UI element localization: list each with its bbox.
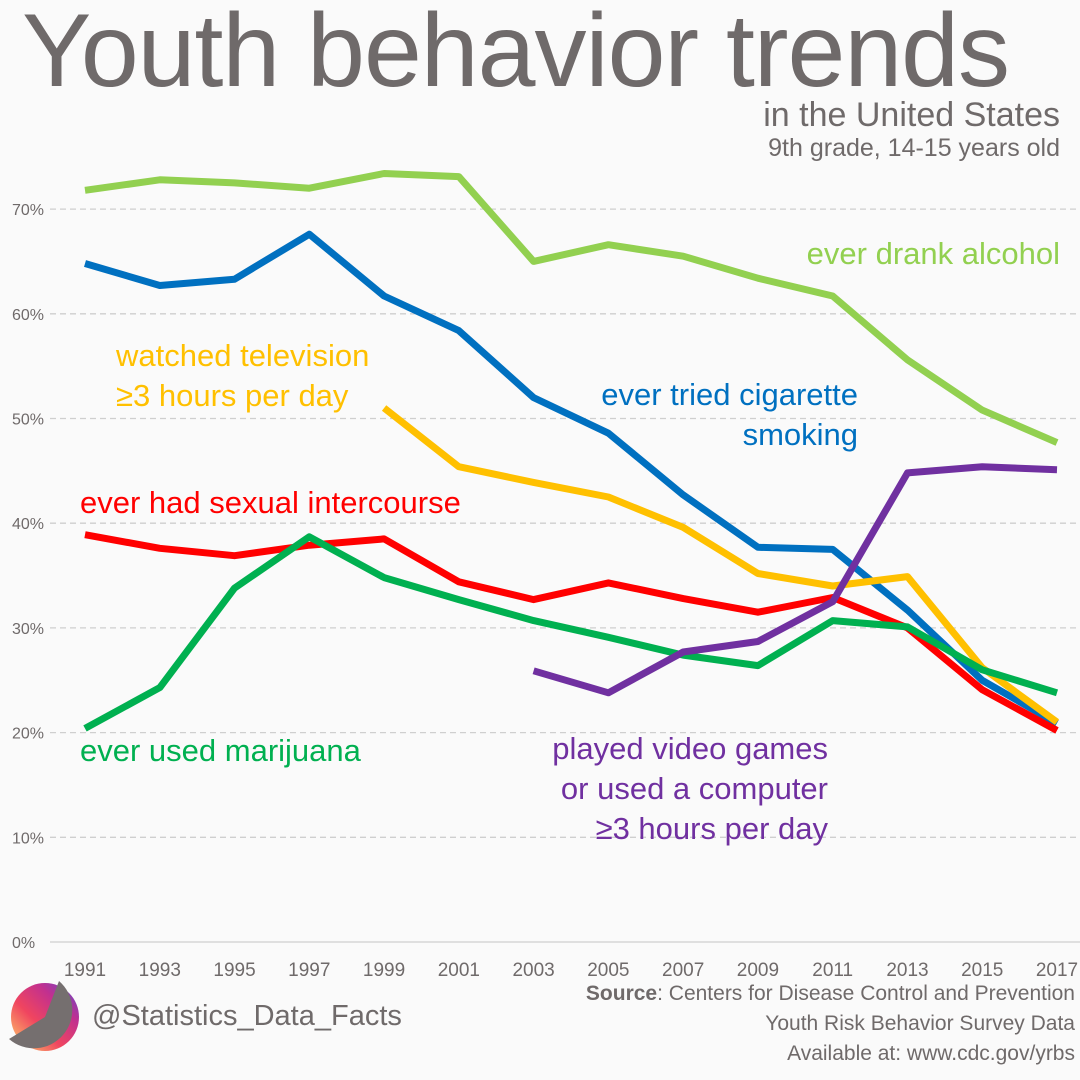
y-tick-label: 40% <box>12 516 44 533</box>
x-tick-label: 2007 <box>662 960 704 981</box>
x-tick-label: 2005 <box>587 960 629 981</box>
series-label: ever tried cigarette smoking <box>601 375 858 455</box>
y-tick-label: 30% <box>12 621 44 638</box>
x-tick-label: 1993 <box>139 960 181 981</box>
series-label-line: watched television <box>116 338 370 373</box>
series-line <box>381 405 1060 725</box>
series-line <box>84 230 1059 727</box>
series-label: ever drank alcohol <box>807 234 1060 274</box>
y-tick-label: 10% <box>12 830 44 847</box>
x-tick-label: 2003 <box>512 960 554 981</box>
logo-pie-icon <box>9 981 79 1051</box>
source-line-1: Source: Centers for Disease Control and … <box>586 982 1075 1006</box>
x-tick-label: 2001 <box>438 960 480 981</box>
y-tick-label: 0% <box>12 935 35 952</box>
x-tick-label: 2009 <box>737 960 779 981</box>
source-text: : Centers for Disease Control and Preven… <box>657 982 1075 1005</box>
series-label: watched television ≥3 hours per day <box>116 336 369 416</box>
series-label: played video games or used a computer ≥3 h… <box>552 729 828 849</box>
y-tick-label: 60% <box>12 307 44 324</box>
series-line <box>532 463 1058 697</box>
source-label: Source <box>585 982 658 1005</box>
series-label-line: ≥3 hours per day <box>116 378 349 413</box>
x-tick-label: 1991 <box>64 960 106 981</box>
x-tick-label: 2017 <box>1036 960 1078 981</box>
series-label-line: ever used marijuana <box>80 733 361 768</box>
series-label: ever used marijuana <box>80 731 361 771</box>
x-tick-label: 1995 <box>213 960 255 981</box>
y-tick-label: 20% <box>12 726 44 743</box>
chart-title: Youth behavior trends <box>22 0 1010 109</box>
y-tick-label: 70% <box>12 202 44 219</box>
x-tick-label: 2013 <box>886 960 928 981</box>
social-handle: @Statistics_Data_Facts <box>92 1000 402 1032</box>
series-label-line: ≥3 hours per day <box>595 811 828 846</box>
series-label-line: ever tried cigarette <box>601 377 858 412</box>
series-label-line: or used a computer <box>560 771 828 806</box>
series-line <box>83 533 1059 732</box>
x-tick-label: 1997 <box>288 960 330 981</box>
series-label-line: smoking <box>742 417 858 452</box>
series-label: ever had sexual intercourse <box>80 483 461 523</box>
series-label-line: played video games <box>552 731 828 766</box>
x-tick-label: 1999 <box>363 960 405 981</box>
chart-subtitle: in the United States <box>763 96 1060 134</box>
series-label-line: ever had sexual intercourse <box>80 485 461 520</box>
x-tick-label: 2011 <box>812 960 853 981</box>
source-line-3: Available at: www.cdc.gov/yrbs <box>787 1042 1075 1065</box>
series-line <box>84 170 1059 446</box>
series-label-line: ever drank alcohol <box>806 236 1060 271</box>
source-line-2: Youth Risk Behavior Survey Data <box>765 1012 1075 1035</box>
x-tick-label: 2015 <box>961 960 1003 981</box>
chart-subtitle-2: 9th grade, 14-15 years old <box>768 134 1060 162</box>
y-tick-label: 50% <box>12 412 44 429</box>
